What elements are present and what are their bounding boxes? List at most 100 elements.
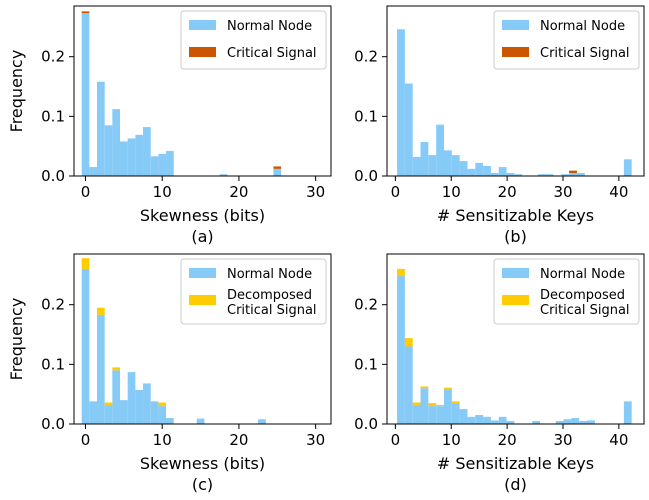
bar	[532, 421, 541, 424]
bar	[459, 409, 468, 424]
bar	[258, 419, 266, 424]
y-axis-label: Frequency	[7, 50, 26, 133]
plot-frame	[386, 253, 645, 425]
bar	[498, 167, 507, 176]
bar	[451, 403, 460, 424]
legend-swatch	[502, 47, 529, 57]
legend-label: Critical Signal	[540, 303, 630, 318]
bar	[104, 402, 113, 406]
legend-box	[180, 258, 327, 325]
x-axis-label: Skewness (bits)	[140, 206, 265, 225]
y-tick-label: 0.1	[354, 355, 378, 373]
x-tick-label: 20	[498, 431, 517, 449]
legend-swatch	[189, 20, 216, 30]
y-tick-label: 0.2	[354, 296, 378, 314]
bar	[490, 420, 499, 424]
legend-label: Critical Signal	[540, 46, 630, 61]
bar	[404, 83, 413, 176]
bar	[514, 174, 523, 176]
legend-swatch	[502, 268, 529, 278]
x-tick-label: 0	[81, 431, 91, 449]
x-tick-label: 30	[306, 431, 325, 449]
bar	[561, 174, 570, 176]
bar	[135, 134, 144, 176]
y-tick-label: 0.1	[41, 355, 65, 373]
chart-panel: 0 10 20 30 0.0 0.1 0.2 Skewness (bits) (a) Freque…	[7, 5, 332, 246]
legend-swatch	[502, 295, 529, 305]
legend-label: Normal Node	[540, 267, 625, 282]
bar	[412, 404, 421, 424]
bar	[404, 338, 413, 347]
bar	[483, 165, 491, 176]
bar	[273, 168, 282, 176]
legend: Normal Node Critical Signal	[180, 10, 327, 70]
y-tick-label: 0.2	[41, 48, 65, 66]
legend-label: Normal Node	[227, 267, 312, 282]
bar	[97, 307, 105, 315]
legend-label: Decomposed	[227, 288, 312, 303]
bar	[150, 401, 159, 424]
bar	[158, 402, 167, 407]
legend-box	[180, 10, 327, 70]
bar	[158, 406, 167, 424]
bar	[135, 390, 144, 424]
y-tick-label: 0.0	[354, 415, 378, 433]
y-tick-label: 0.2	[41, 296, 65, 314]
x-axis-label: # Sensitizable Keys	[437, 206, 594, 225]
x-tick-label: 40	[609, 183, 628, 201]
bar	[506, 173, 515, 176]
bar	[475, 162, 484, 176]
panel-label: (a)	[191, 227, 213, 246]
bar	[623, 401, 632, 424]
x-tick-label: 40	[609, 431, 628, 449]
y-axis-label: Frequency	[7, 298, 26, 381]
bar	[451, 401, 460, 404]
bar	[127, 372, 136, 424]
x-axis-label: # Sensitizable Keys	[437, 454, 594, 473]
bar	[158, 153, 167, 176]
bar	[81, 268, 90, 424]
bar	[273, 166, 282, 169]
bar	[443, 387, 452, 390]
legend-label: Decomposed	[540, 288, 625, 303]
bar	[112, 109, 121, 176]
panel-label: (c)	[192, 475, 213, 494]
bar	[143, 383, 151, 424]
bar	[127, 138, 136, 176]
panel-label: (d)	[504, 475, 527, 494]
bar	[506, 421, 515, 424]
bar	[483, 416, 491, 424]
bar	[490, 173, 499, 176]
bar	[436, 406, 444, 424]
legend-swatch	[502, 20, 529, 30]
plot-frame	[73, 5, 332, 177]
bar	[412, 402, 421, 405]
y-tick-label: 0.1	[354, 107, 378, 125]
bar	[120, 400, 128, 424]
bar	[428, 403, 437, 407]
y-tick-label: 0.0	[41, 415, 65, 433]
x-tick-label: 0	[81, 183, 91, 201]
bar	[143, 127, 151, 176]
bar	[112, 370, 121, 424]
legend-label: Normal Node	[227, 19, 312, 34]
legend-label: Critical Signal	[227, 46, 317, 61]
x-tick-label: 10	[153, 183, 172, 201]
bar	[81, 11, 90, 14]
legend-swatch	[189, 268, 216, 278]
bar	[443, 389, 452, 424]
bar	[89, 401, 98, 424]
legend-swatch	[189, 47, 216, 57]
x-tick-label: 20	[229, 183, 248, 201]
bar	[420, 388, 429, 424]
bar	[537, 174, 546, 176]
bar	[420, 386, 429, 389]
bar	[89, 167, 98, 176]
plot-frame	[73, 253, 332, 425]
bar	[576, 173, 585, 176]
bar	[428, 406, 437, 424]
bar	[587, 420, 595, 424]
bar	[428, 155, 437, 176]
